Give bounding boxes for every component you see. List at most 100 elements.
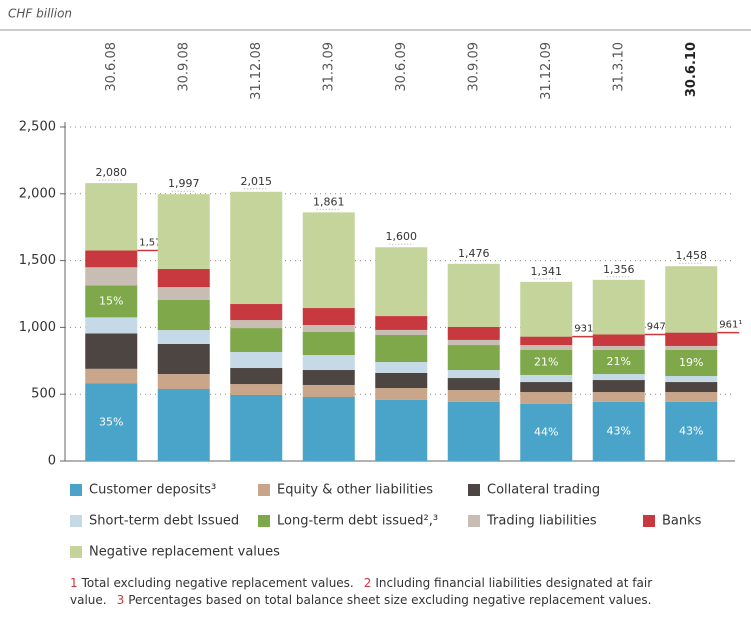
- bar-segment: [665, 392, 718, 402]
- bar-segment: [520, 374, 573, 383]
- bar-segment: [230, 320, 283, 329]
- bar-segment: [230, 351, 283, 369]
- x-tick-label: 30.6.10: [684, 42, 699, 97]
- bar-segment: [157, 330, 210, 344]
- bar-segment: [592, 380, 645, 393]
- bar-segment: [302, 384, 355, 398]
- bar-segment: [230, 328, 283, 352]
- bar-segment: [665, 332, 718, 346]
- bar-segment: [230, 304, 283, 321]
- bar-segment: [665, 382, 718, 393]
- bar-segment: [157, 287, 210, 301]
- legend-swatch: [258, 484, 270, 496]
- legend-label: Trading liabilities: [486, 514, 597, 529]
- legend-label: Banks: [662, 514, 702, 529]
- x-tick-label: 31.3.10: [611, 42, 626, 92]
- legend-swatch: [70, 546, 82, 558]
- bar-segment: [592, 349, 645, 375]
- legend-swatch: [643, 515, 655, 527]
- x-tick-label: 31.12.08: [249, 42, 264, 100]
- share-label: 43%: [607, 424, 631, 437]
- bar-segment: [520, 382, 573, 393]
- share-label: 15%: [99, 294, 123, 307]
- y-tick-label: 2,500: [19, 120, 56, 135]
- legend-swatch: [258, 515, 270, 527]
- bar-segment: [230, 395, 283, 461]
- bar-segment: [592, 374, 645, 381]
- legend-label: Customer deposits³: [89, 483, 216, 498]
- legend-swatch: [468, 515, 480, 527]
- x-tick-label: 30.9.08: [176, 42, 191, 92]
- bar-segment: [520, 336, 573, 346]
- bar-segment: [592, 345, 645, 350]
- bar-segment: [447, 345, 500, 371]
- bar-segment: [375, 399, 428, 461]
- y-tick-label: 1,500: [19, 253, 56, 268]
- share-label: 19%: [679, 356, 703, 369]
- total-label: 1,341: [531, 265, 563, 278]
- bar-segment: [85, 333, 138, 369]
- share-label: 44%: [534, 425, 558, 438]
- bar-segment: [520, 403, 573, 461]
- bar-segment: [157, 194, 210, 270]
- bar-segment: [375, 388, 428, 400]
- footnote-text: Including financial liabilities designat…: [70, 576, 653, 607]
- bar-segment: [302, 324, 355, 332]
- share-label: 21%: [607, 355, 631, 368]
- legend-swatch: [70, 515, 82, 527]
- bar-segment: [302, 370, 355, 385]
- bar-segment: [447, 263, 500, 327]
- bar-segment: [157, 269, 210, 288]
- total-label: 1,476: [458, 247, 490, 260]
- bar-segment: [230, 384, 283, 396]
- subtotal-label: 961¹: [719, 320, 742, 331]
- x-tick-label: 30.9.09: [466, 42, 481, 92]
- bar-segment: [157, 300, 210, 331]
- bar-segment: [230, 368, 283, 385]
- bar-segment: [665, 345, 718, 350]
- bar-segment: [592, 392, 645, 402]
- legend-label: Short-term debt Issued: [89, 514, 239, 529]
- bar-segment: [447, 378, 500, 391]
- bar-segment: [85, 250, 138, 268]
- bar-segment: [85, 267, 138, 286]
- bar-segment: [665, 376, 718, 383]
- total-label: 2,015: [241, 175, 273, 188]
- bar-segment: [157, 388, 210, 461]
- bar-segment: [520, 349, 573, 375]
- bar-segment: [375, 362, 428, 373]
- bar-segment: [447, 370, 500, 379]
- bar-segment: [157, 343, 210, 375]
- bar-segment: [447, 326, 500, 340]
- bar-segment: [447, 339, 500, 346]
- bar-segment: [665, 401, 718, 461]
- legend-label: Negative replacement values: [89, 545, 280, 560]
- x-tick-label: 30.6.08: [104, 42, 119, 92]
- bar-segment: [230, 191, 283, 305]
- x-tick-label: 30.6.09: [394, 42, 409, 92]
- bar-segment: [375, 372, 428, 389]
- footnote-text: Total excluding negative replacement val…: [81, 576, 354, 590]
- bar-segment: [375, 335, 428, 363]
- bar-segment: [302, 397, 355, 461]
- bar-segment: [592, 401, 645, 461]
- share-label: 21%: [534, 355, 558, 368]
- bar-segment: [592, 279, 645, 335]
- bar-segment: [447, 390, 500, 402]
- bar-segment: [302, 308, 355, 325]
- footnotes: 1 Total excluding negative replacement va…: [70, 575, 740, 609]
- chart: CHF billion 0 500 1,000 1,500 2,000 2,500 30.6…: [0, 7, 751, 560]
- footnote: 2 Including financial liabilities designa…: [70, 576, 652, 607]
- footnote-text: Percentages based on total balance sheet…: [128, 593, 652, 607]
- y-tick-label: 0: [48, 454, 56, 469]
- bar-segment: [85, 183, 138, 251]
- footnote: 3 Percentages based on total balance shee…: [117, 593, 652, 607]
- bar-segment: [520, 281, 573, 337]
- bar-segment: [447, 401, 500, 461]
- y-tick-label: 1,000: [19, 320, 56, 335]
- total-label: 1,356: [603, 263, 635, 276]
- total-label: 2,080: [96, 166, 128, 179]
- bar-segment: [592, 334, 645, 346]
- legend-swatch: [70, 484, 82, 496]
